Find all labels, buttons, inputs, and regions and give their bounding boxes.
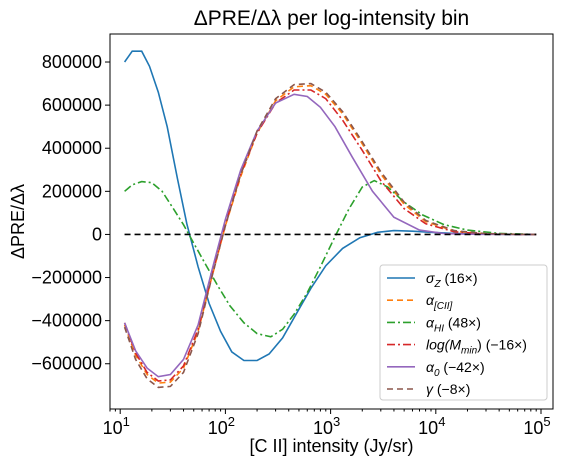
- legend-label-main: σ: [426, 270, 435, 286]
- x-tick-label: 101: [103, 414, 130, 438]
- legend-label-5: γ (−8×): [426, 381, 470, 397]
- series-line-1: [123, 84, 537, 384]
- y-tick-label: 600000: [42, 95, 102, 115]
- y-axis-label: ΔPRE/Δλ: [8, 184, 28, 259]
- plot-frame: [109, 33, 554, 410]
- legend-box: [379, 264, 548, 401]
- x-tick-label: 103: [313, 414, 340, 438]
- legend-label-sub: 0: [434, 368, 440, 379]
- legend-label-sub: [CII]: [433, 301, 453, 312]
- series-line-5: [123, 82, 537, 389]
- series-line-3: [123, 89, 537, 382]
- legend-label-rest: ) (−16×): [477, 337, 527, 353]
- y-tick-label: −400000: [31, 311, 102, 331]
- legend-label-rest: (48×): [444, 314, 481, 330]
- y-tick-label: −200000: [31, 268, 102, 288]
- legend-label-sub: Z: [433, 279, 441, 290]
- series-layer: [123, 50, 537, 389]
- legend-label-sub: min: [461, 346, 478, 357]
- y-axis-ticks: −600000 −400000 −200000 0 200000 400000 600000…: [31, 52, 110, 374]
- legend-label-main: α: [426, 359, 435, 375]
- legend-label-1: α[CII]: [426, 292, 453, 312]
- legend-label-main: α: [426, 314, 435, 330]
- x-tick-label-base: 10: [103, 418, 123, 438]
- legend-label-main: log(M: [426, 337, 461, 353]
- legend-label-main: α: [426, 292, 435, 308]
- y-tick-label: 800000: [42, 52, 102, 72]
- legend-label-4: α0 (−42×): [426, 359, 485, 379]
- x-tick-label-exponent: 4: [438, 414, 445, 429]
- y-tick-label: 400000: [42, 138, 102, 158]
- y-tick-label: 0: [92, 224, 102, 244]
- x-tick-label-base: 10: [523, 418, 543, 438]
- legend: σZ (16×)α[CII]αHI (48×)log(Mmin) (−16×)α…: [379, 264, 548, 401]
- legend-label-rest: (−8×): [433, 381, 470, 397]
- chart-title: ΔPRE/Δλ per log-intensity bin: [194, 7, 470, 30]
- x-tick-label-exponent: 2: [228, 414, 235, 429]
- x-tick-label-exponent: 1: [123, 414, 130, 429]
- legend-label-sub: HI: [434, 323, 444, 334]
- x-tick-label: 102: [208, 414, 235, 438]
- legend-label-0: σZ (16×): [426, 270, 478, 290]
- legend-label-3: log(Mmin) (−16×): [426, 337, 527, 357]
- legend-label-main: γ: [426, 381, 434, 397]
- x-tick-label-exponent: 3: [333, 414, 340, 429]
- legend-label-rest: (16×): [441, 270, 478, 286]
- legend-label-rest: (−42×): [440, 359, 485, 375]
- x-tick-label: 105: [523, 414, 550, 438]
- x-tick-label: 104: [418, 414, 445, 438]
- series-line-0: [123, 50, 537, 362]
- series-line-4: [123, 93, 537, 378]
- plot-area: 101 102 103 104 105 −600000−400000−200000020…: [31, 33, 554, 438]
- x-tick-label-base: 10: [313, 418, 333, 438]
- legend-label-2: αHI (48×): [426, 314, 481, 334]
- y-tick-label: 200000: [42, 181, 102, 201]
- x-axis-ticks: 101 102 103 104 105: [103, 409, 551, 438]
- x-axis-label: [C II] intensity (Jy/sr): [249, 436, 413, 456]
- x-tick-label-base: 10: [208, 418, 228, 438]
- x-tick-label-exponent: 5: [543, 414, 550, 429]
- y-tick-label: −600000: [31, 354, 102, 374]
- x-tick-label-base: 10: [418, 418, 438, 438]
